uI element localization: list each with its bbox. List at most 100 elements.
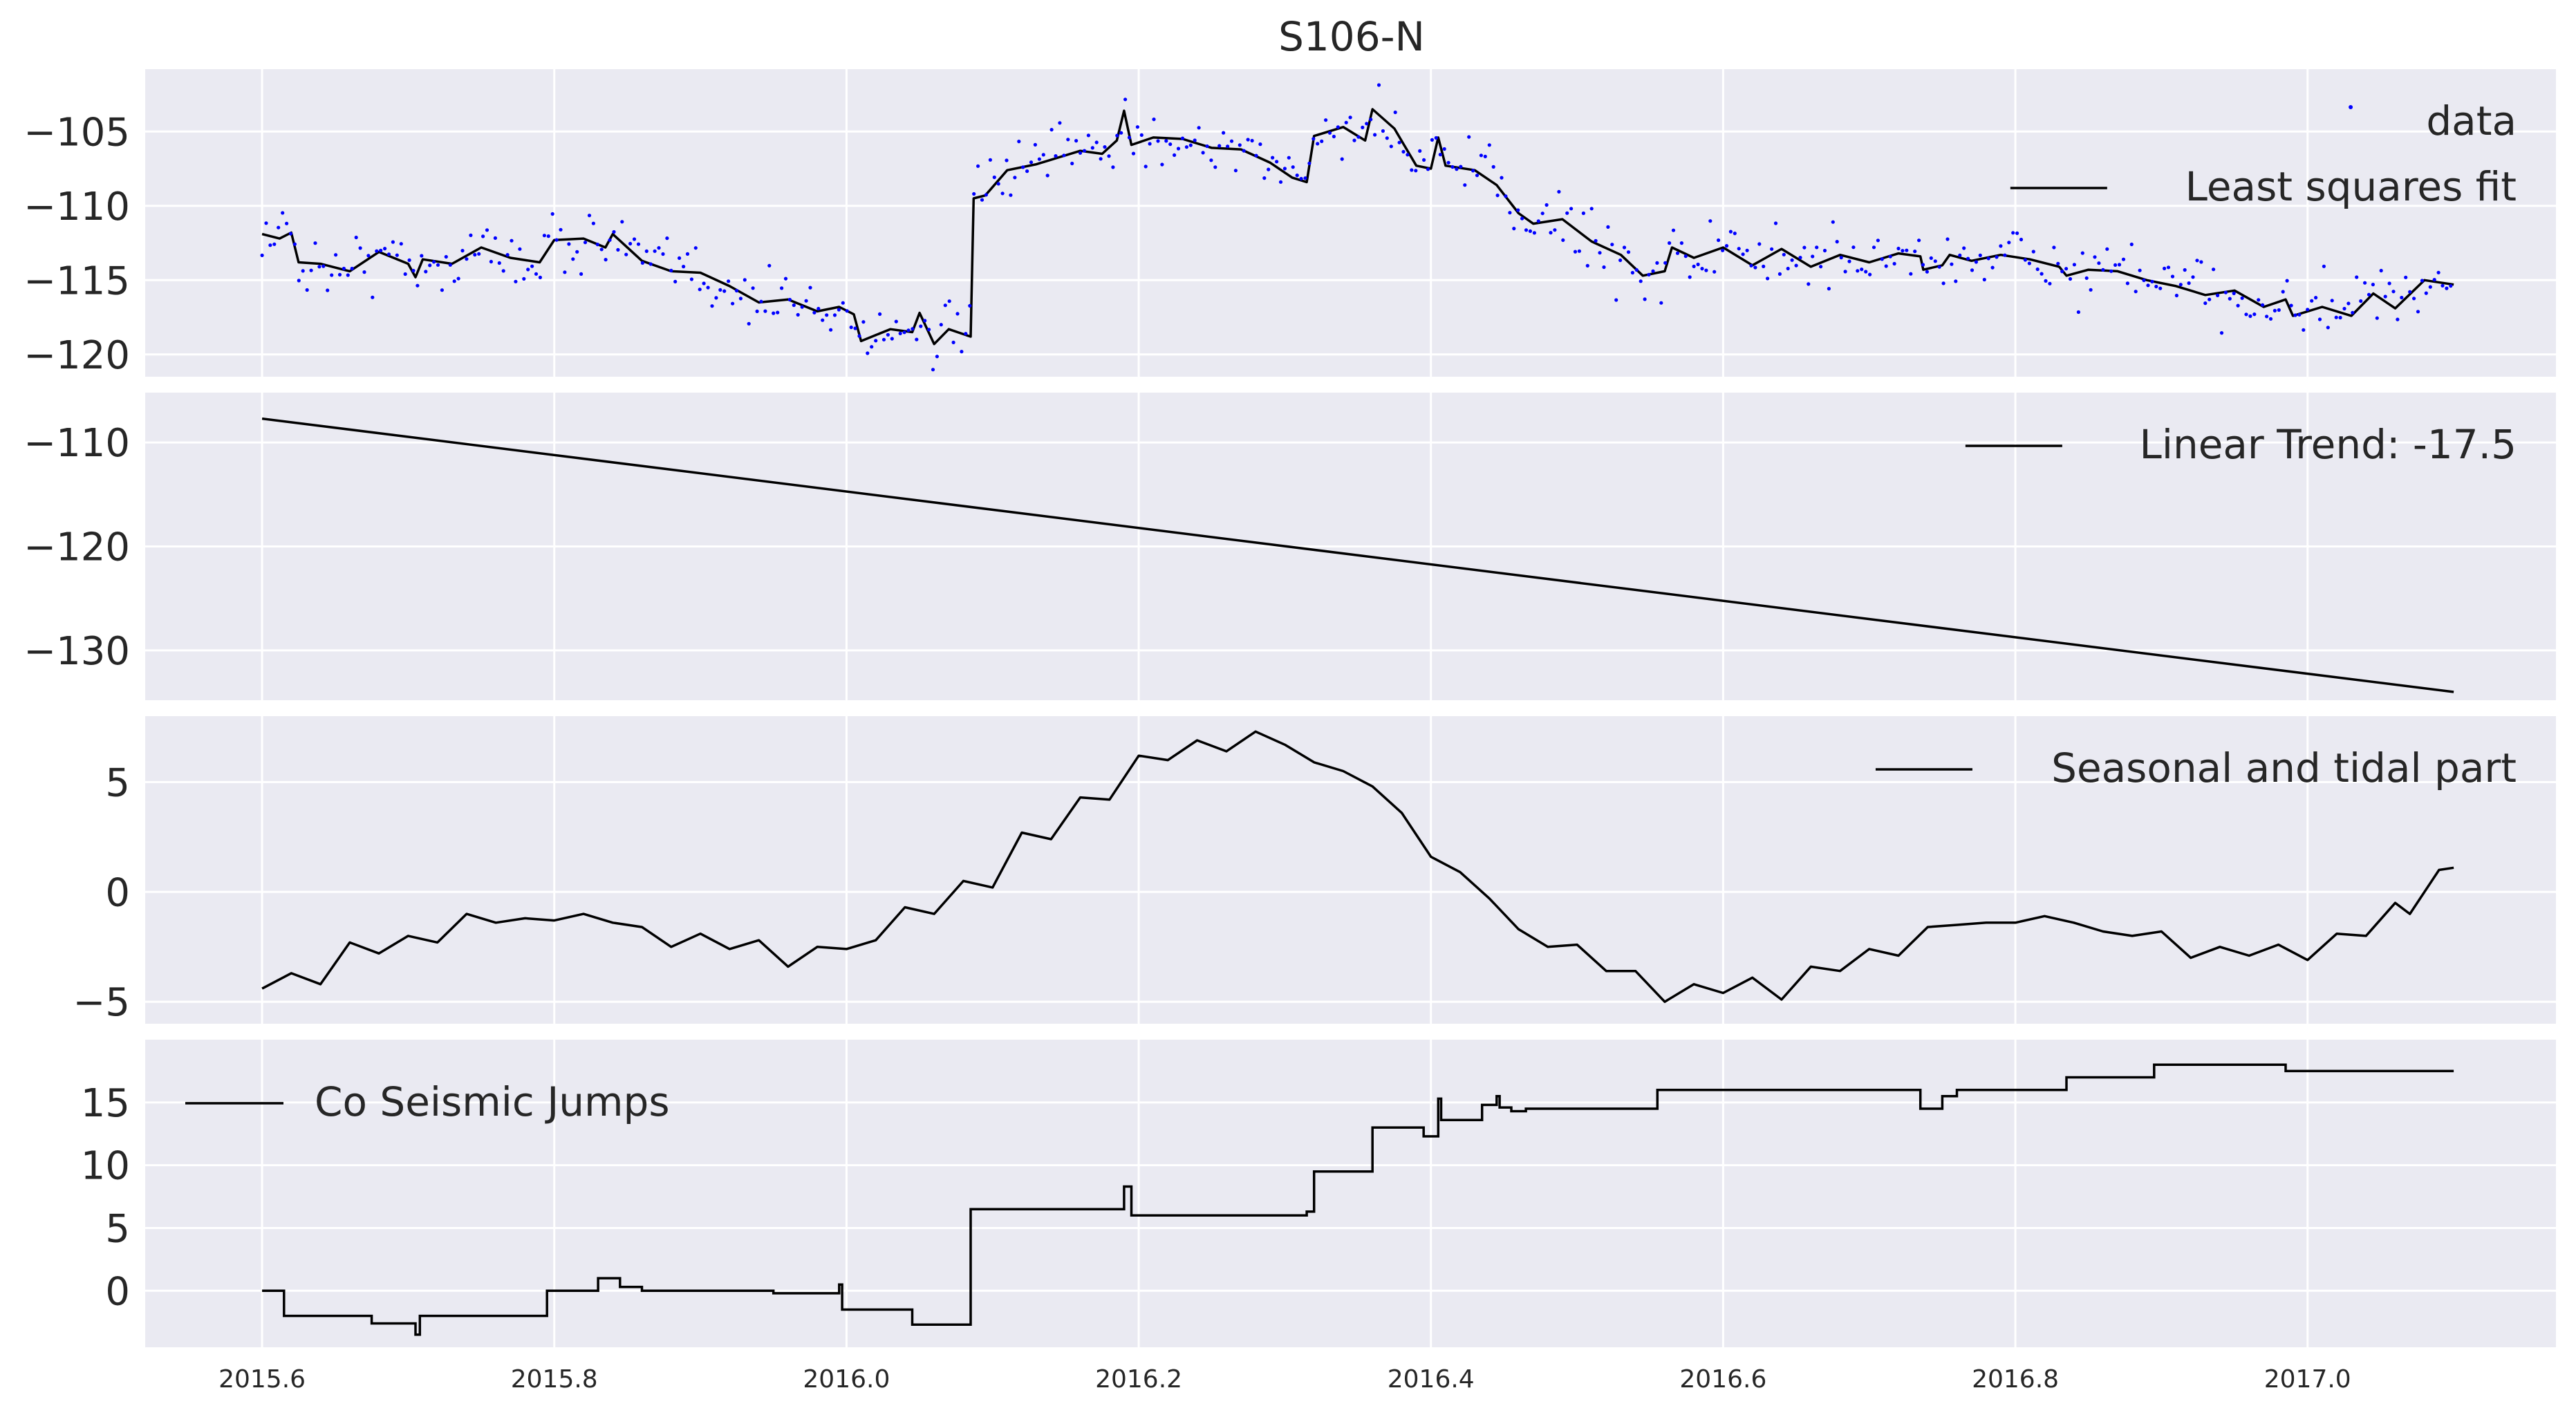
data-point [2007, 241, 2011, 245]
data-point [886, 332, 890, 337]
data-point [1422, 158, 1426, 162]
data-point [354, 235, 358, 240]
data-point [1233, 169, 1238, 173]
data-point [1614, 298, 1618, 302]
data-point [734, 288, 739, 293]
data-point [1201, 151, 1205, 155]
data-point [1291, 165, 1295, 169]
data-point [420, 254, 424, 258]
data-point [1278, 180, 1283, 184]
data-point [751, 286, 755, 290]
data-point [2261, 303, 2265, 307]
x-tick-label: 2016.8 [1972, 1365, 2059, 1394]
data-point [391, 240, 395, 244]
data-point [1717, 238, 1721, 243]
data-point [767, 263, 772, 268]
data-point [1479, 153, 1483, 158]
data-point [878, 312, 882, 316]
data-point [456, 277, 460, 281]
data-point [1226, 144, 1230, 149]
data-point [1434, 135, 1438, 140]
data-point [1634, 268, 1639, 272]
data-point [1712, 270, 1717, 274]
data-point [927, 328, 931, 332]
y-tick-label: 0 [105, 870, 130, 915]
data-point [1009, 193, 1013, 197]
data-point [342, 266, 346, 271]
data-point [1426, 167, 1430, 171]
data-point [636, 242, 641, 246]
data-point [1561, 238, 1565, 242]
data-point [821, 318, 825, 322]
data-point [591, 221, 596, 225]
data-point [432, 260, 436, 264]
data-point [804, 299, 808, 303]
data-point [939, 323, 943, 327]
data-point [1786, 266, 1790, 271]
data-point [2346, 301, 2351, 306]
data-point [448, 263, 452, 267]
data-point [595, 243, 599, 247]
data-point [277, 225, 281, 229]
data-point [857, 334, 861, 338]
y-tick-label: −120 [24, 333, 130, 378]
data-point [1082, 149, 1087, 153]
data-point [571, 257, 575, 261]
data-point [510, 238, 514, 243]
data-point [375, 249, 379, 253]
data-point [1970, 268, 1975, 272]
data-point [2449, 284, 2453, 288]
data-point [1884, 264, 1888, 268]
panel-4: 0 5 10 15 Co Seismic Jumps 2015.6 2015.8 2016.0… [81, 1040, 2556, 1394]
data-point [1782, 252, 1786, 256]
data-point [1229, 139, 1234, 143]
data-point [2281, 290, 2285, 294]
data-point [2187, 281, 2191, 285]
data-point [1749, 263, 1753, 268]
data-point [849, 325, 853, 330]
data-point [1933, 259, 1937, 263]
data-point [1327, 131, 1332, 135]
data-point [1721, 248, 1725, 252]
data-point [297, 279, 301, 283]
data-point [1671, 228, 1676, 232]
data-point [2383, 294, 2387, 299]
data-point [522, 277, 526, 281]
data-point [800, 305, 804, 309]
data-point [980, 198, 984, 202]
data-point [1049, 128, 1054, 132]
data-point [1950, 262, 1954, 266]
y-tick-label: 0 [105, 1269, 130, 1314]
data-point [477, 252, 481, 256]
data-point [1450, 165, 1455, 169]
data-point [1369, 118, 1373, 122]
data-point [1917, 238, 1921, 243]
data-point [1078, 151, 1083, 155]
data-point [2027, 261, 2031, 265]
data-point [1598, 251, 1602, 255]
data-point [2199, 260, 2203, 264]
data-point [1430, 138, 1434, 142]
series-line [261, 417, 2454, 693]
data-point [2216, 293, 2220, 297]
data-point [1094, 140, 1099, 144]
data-point [2244, 312, 2248, 317]
data-point [559, 227, 563, 232]
data-point [1414, 169, 1418, 173]
data-point [841, 301, 845, 305]
data-point [1553, 228, 1557, 232]
data-point [1410, 168, 1414, 172]
data-point [1139, 133, 1144, 137]
data-point [2248, 314, 2252, 318]
data-point [1835, 240, 1839, 244]
data-point [2297, 312, 2302, 317]
data-point [1086, 133, 1090, 138]
data-point [1610, 243, 1614, 247]
data-point [1504, 194, 1508, 198]
plot-content [262, 1063, 2454, 1336]
y-tick-label: −130 [24, 629, 130, 674]
legend: data Least squares fit [2010, 97, 2517, 210]
data-point [1724, 244, 1729, 248]
data-point [1770, 247, 1774, 251]
data-point [305, 288, 309, 292]
